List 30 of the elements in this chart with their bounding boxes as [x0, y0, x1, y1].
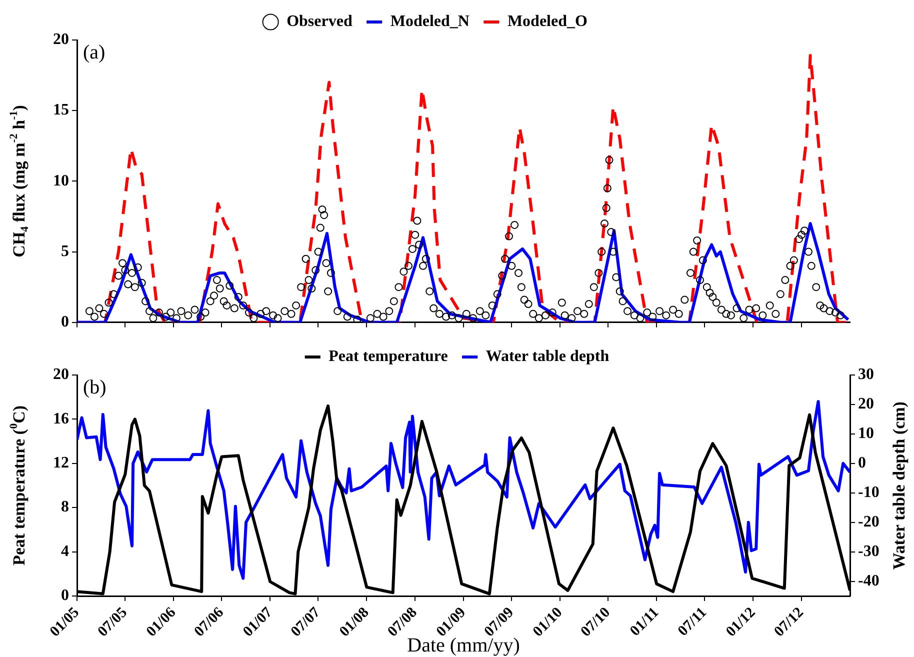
y2-tick-label: 0	[858, 454, 866, 472]
legend-label: Water table depth	[486, 348, 610, 366]
y-axis-title: Peat temperature (0C)	[8, 405, 28, 566]
y-tick-label: 0	[61, 314, 69, 331]
annotation: (a)	[83, 41, 106, 64]
y2-tick-label: -30	[858, 542, 880, 560]
legend-label: Peat temperature	[328, 348, 448, 366]
y-tick-label: 20	[53, 366, 69, 384]
legend-label: Modeled_N	[390, 13, 470, 30]
legend-label: Observed	[286, 13, 352, 30]
y2-tick-label: 10	[858, 425, 874, 442]
y-tick-label: 12	[53, 454, 69, 472]
y2-tick-label: -40	[858, 572, 880, 590]
y2-axis-title: Water table depth (cm)	[889, 402, 908, 570]
y2-tick-label: -10	[858, 484, 880, 502]
y-tick-label: 8	[61, 498, 69, 516]
y-tick-label: 20	[53, 31, 69, 48]
annotation: (b)	[83, 376, 106, 398]
legend-label: Modeled_O	[507, 13, 588, 30]
y-tick-label: 15	[53, 102, 69, 119]
y2-tick-label: 30	[858, 366, 874, 384]
y-tick-label: 4	[61, 542, 69, 560]
y-tick-label: 16	[53, 410, 69, 428]
y-axis-title: CH4 flux (mg m-2 h-1)	[8, 105, 31, 258]
y-tick-label: 0	[61, 587, 69, 604]
y2-tick-label: 20	[858, 396, 874, 413]
y2-tick-label: -20	[858, 513, 880, 530]
y-tick-label: 5	[61, 242, 69, 260]
x-axis-title: Date (mm/yy)	[407, 634, 520, 656]
y-tick-label: 10	[53, 172, 69, 190]
